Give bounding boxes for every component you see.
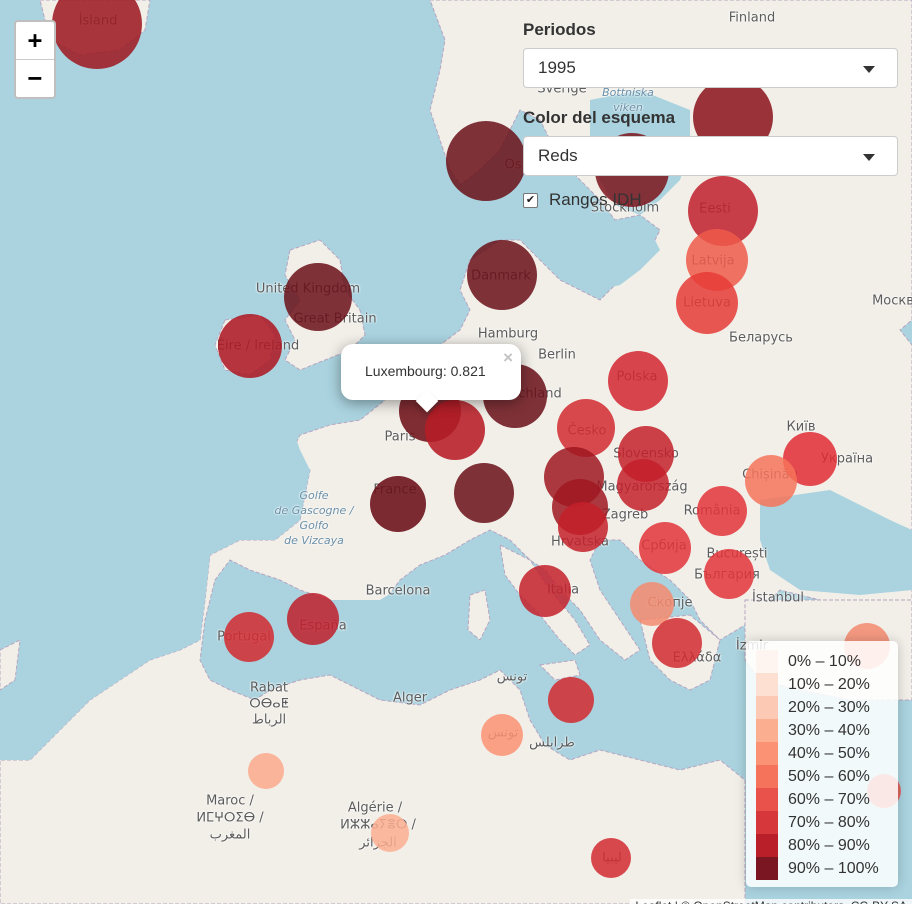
period-select[interactable]: 1995: [523, 48, 898, 88]
idh-circle[interactable]: [425, 400, 485, 460]
sea-label: Bottniska viken: [602, 86, 654, 114]
legend-label: 0% – 10%: [788, 652, 861, 670]
legend-swatch: [756, 719, 778, 742]
close-icon[interactable]: ×: [503, 348, 513, 367]
idh-circle[interactable]: [370, 476, 426, 532]
idh-circle[interactable]: [248, 753, 284, 789]
scheme-value: Reds: [538, 146, 578, 165]
legend-swatch: [756, 811, 778, 834]
legend-swatch: [756, 788, 778, 811]
legend-item: 70% – 80%: [756, 811, 888, 834]
legend-swatch: [756, 857, 778, 880]
legend-label: 50% – 60%: [788, 767, 870, 785]
idh-circle[interactable]: [617, 459, 669, 511]
idh-circle[interactable]: [467, 240, 537, 310]
idh-circle[interactable]: [287, 593, 339, 645]
idh-circle[interactable]: [558, 502, 608, 552]
legend-item: 10% – 20%: [756, 673, 888, 696]
map-place-label: Maroc /: [206, 793, 254, 809]
map-place-label: Hamburg: [477, 326, 539, 342]
legend-item: 90% – 100%: [756, 857, 888, 880]
idh-circle[interactable]: [52, 0, 142, 69]
legend-swatch: [756, 650, 778, 673]
ranges-label: Rangos IDH: [549, 190, 642, 209]
legend-swatch: [756, 834, 778, 857]
map-place-label: طرابلس: [529, 735, 575, 751]
period-value: 1995: [538, 58, 576, 77]
map-place-label: Zagreb: [601, 507, 649, 523]
legend-item: 60% – 70%: [756, 788, 888, 811]
legend-item: 50% – 60%: [756, 765, 888, 788]
idh-circle[interactable]: [608, 351, 668, 411]
idh-circle[interactable]: [697, 486, 747, 536]
zoom-control: + −: [14, 20, 56, 99]
map-place-label: Barcelona: [365, 583, 431, 599]
sea-label: Golfe de Gascogne / Golfo de Vizcaya: [274, 489, 354, 547]
map-popup: Luxembourg: 0.821 ×: [341, 344, 521, 413]
zoom-out-button[interactable]: −: [16, 59, 54, 97]
legend-label: 60% – 70%: [788, 790, 870, 808]
legend-label: 10% – 20%: [788, 675, 870, 693]
period-label: Periodos: [523, 20, 596, 39]
map-place-label: İstanbul: [751, 590, 805, 606]
idh-circle[interactable]: [704, 549, 754, 599]
idh-circle[interactable]: [676, 272, 738, 334]
idh-circle[interactable]: [218, 314, 282, 378]
legend-item: 20% – 30%: [756, 696, 888, 719]
map-place-label: Finland: [728, 10, 776, 26]
idh-circle[interactable]: [284, 263, 352, 331]
legend-label: 70% – 80%: [788, 813, 870, 831]
idh-circle[interactable]: [519, 565, 571, 617]
idh-circle[interactable]: [371, 814, 409, 852]
map-place-label: Київ: [786, 419, 816, 435]
map-place-label: Alger: [392, 690, 428, 706]
idh-circle[interactable]: [591, 838, 631, 878]
legend-label: 40% – 50%: [788, 744, 870, 762]
ranges-checkbox[interactable]: ✔: [523, 192, 538, 208]
legend-item: 40% – 50%: [756, 742, 888, 765]
idh-circle[interactable]: [481, 714, 523, 756]
scheme-select[interactable]: Reds: [523, 136, 898, 176]
map-place-label: Berlin: [538, 347, 576, 363]
idh-circle[interactable]: [630, 582, 674, 626]
controls-panel: Periodos 1995 Color del esquema Reds ✔ R…: [523, 20, 898, 210]
idh-circle[interactable]: [446, 121, 526, 201]
legend-item: 30% – 40%: [756, 719, 888, 742]
ranges-toggle[interactable]: ✔ Rangos IDH: [523, 190, 898, 210]
map-place-label: الرباط: [251, 712, 287, 728]
chevron-down-icon: [863, 154, 875, 161]
map-place-label: ⵔⴱⴰⵟ: [249, 696, 289, 712]
idh-circle[interactable]: [454, 463, 514, 523]
legend-label: 20% – 30%: [788, 698, 870, 716]
legend-swatch: [756, 765, 778, 788]
chevron-down-icon: [863, 66, 875, 73]
map-place-label: ⵍⵎⵖⵔⵉⴱ /: [196, 810, 264, 826]
legend: 0% – 10% 10% – 20% 20% – 30% 30% – 40% 40% –…: [746, 641, 898, 887]
map-place-label: Москв: [872, 293, 912, 309]
idh-circle[interactable]: [224, 612, 274, 662]
legend-label: 80% – 90%: [788, 836, 870, 854]
legend-swatch: [756, 696, 778, 719]
legend-swatch: [756, 673, 778, 696]
legend-swatch: [756, 742, 778, 765]
scheme-label: Color del esquema: [523, 108, 676, 127]
legend-label: 90% – 100%: [788, 859, 879, 877]
legend-item: 80% – 90%: [756, 834, 888, 857]
attribution[interactable]: Leaflet | © OpenStreetMap contributors, …: [630, 899, 912, 904]
map-place-label: تونس: [496, 669, 528, 685]
idh-circle[interactable]: [548, 677, 594, 723]
legend-label: 30% – 40%: [788, 721, 870, 739]
idh-circle[interactable]: [745, 455, 797, 507]
idh-circle[interactable]: [639, 522, 691, 574]
map-place-label: Algérie /: [347, 800, 403, 816]
legend-item: 0% – 10%: [756, 650, 888, 673]
map-place-label: المغرب: [209, 827, 251, 843]
zoom-in-button[interactable]: +: [27, 26, 43, 54]
map-place-label: Беларусь: [729, 330, 793, 346]
idh-circle[interactable]: [652, 618, 702, 668]
popup-text: Luxembourg: 0.821: [365, 363, 486, 379]
map-place-label: Rabat: [249, 680, 289, 696]
